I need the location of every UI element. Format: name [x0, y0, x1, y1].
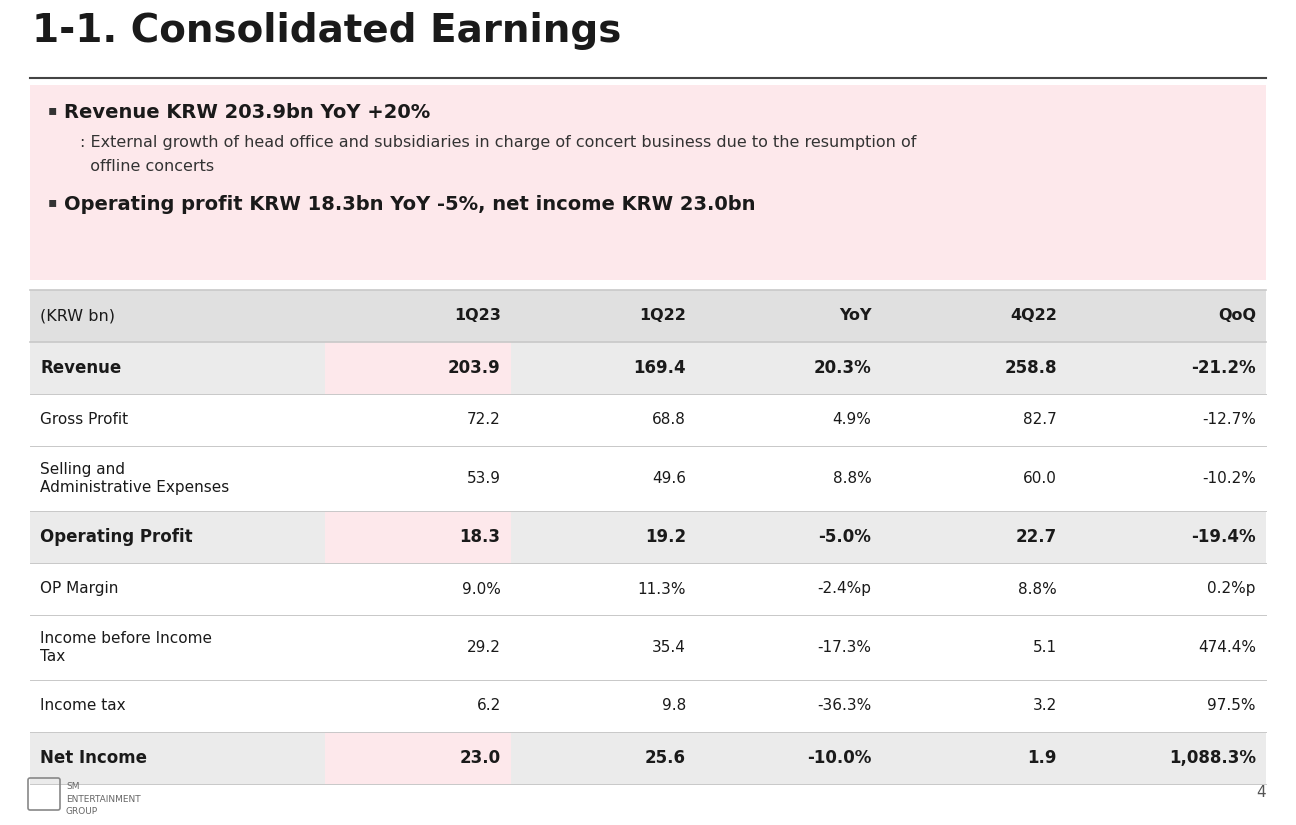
Text: 1Q23: 1Q23 — [454, 309, 500, 323]
Text: 1Q22: 1Q22 — [639, 309, 686, 323]
Text: QoQ: QoQ — [1218, 309, 1256, 323]
Text: 23.0: 23.0 — [460, 749, 500, 767]
Text: 0.2%p: 0.2%p — [1208, 582, 1256, 596]
Text: 29.2: 29.2 — [467, 640, 500, 655]
Bar — [325, 511, 511, 563]
Text: -21.2%: -21.2% — [1191, 359, 1256, 377]
Text: (KRW bn): (KRW bn) — [40, 309, 115, 323]
Bar — [30, 85, 1266, 280]
Text: 25.6: 25.6 — [645, 749, 686, 767]
Text: 474.4%: 474.4% — [1198, 640, 1256, 655]
Text: Selling and
Administrative Expenses: Selling and Administrative Expenses — [40, 462, 229, 495]
Text: 4: 4 — [1256, 785, 1266, 800]
Text: 60.0: 60.0 — [1023, 471, 1056, 486]
Text: -17.3%: -17.3% — [818, 640, 871, 655]
Text: -5.0%: -5.0% — [819, 528, 871, 546]
Text: Operating profit KRW 18.3bn YoY -5%, net income KRW 23.0bn: Operating profit KRW 18.3bn YoY -5%, net… — [64, 195, 756, 214]
Text: ▪: ▪ — [48, 195, 57, 209]
Text: 82.7: 82.7 — [1023, 412, 1056, 427]
Text: Operating Profit: Operating Profit — [40, 528, 193, 546]
Text: -10.0%: -10.0% — [807, 749, 871, 767]
Text: SM
ENTERTAINMENT
GROUP: SM ENTERTAINMENT GROUP — [66, 782, 141, 816]
Text: Income tax: Income tax — [40, 699, 126, 714]
Text: : External growth of head office and subsidiaries in charge of concert business : : External growth of head office and sub… — [80, 135, 916, 150]
Text: 4.9%: 4.9% — [832, 412, 871, 427]
Text: -19.4%: -19.4% — [1191, 528, 1256, 546]
Bar — [30, 342, 1266, 394]
Text: 169.4: 169.4 — [634, 359, 686, 377]
Text: 6.2: 6.2 — [477, 699, 500, 714]
Bar — [30, 511, 1266, 563]
Text: 1.9: 1.9 — [1028, 749, 1056, 767]
Text: 1-1. Consolidated Earnings: 1-1. Consolidated Earnings — [32, 12, 621, 50]
Text: -2.4%p: -2.4%p — [818, 582, 871, 596]
Text: 53.9: 53.9 — [467, 471, 500, 486]
Text: offline concerts: offline concerts — [80, 159, 214, 174]
Text: 68.8: 68.8 — [652, 412, 686, 427]
Text: 9.0%: 9.0% — [461, 582, 500, 596]
Text: 4Q22: 4Q22 — [1010, 309, 1056, 323]
Bar — [30, 732, 1266, 784]
Text: Revenue: Revenue — [40, 359, 122, 377]
Text: 8.8%: 8.8% — [1019, 582, 1056, 596]
Bar — [325, 342, 511, 394]
Bar — [30, 290, 1266, 342]
Text: 3.2: 3.2 — [1033, 699, 1056, 714]
Text: 97.5%: 97.5% — [1208, 699, 1256, 714]
Text: 20.3%: 20.3% — [814, 359, 871, 377]
Text: 9.8: 9.8 — [662, 699, 686, 714]
Text: YoY: YoY — [839, 309, 871, 323]
Text: ▪: ▪ — [48, 103, 57, 117]
Text: Revenue KRW 203.9bn YoY +20%: Revenue KRW 203.9bn YoY +20% — [64, 103, 430, 122]
Text: -12.7%: -12.7% — [1203, 412, 1256, 427]
Text: Gross Profit: Gross Profit — [40, 412, 128, 427]
Text: 203.9: 203.9 — [448, 359, 500, 377]
Bar — [30, 446, 1266, 511]
Text: OP Margin: OP Margin — [40, 582, 118, 596]
Bar — [30, 680, 1266, 732]
Text: 35.4: 35.4 — [652, 640, 686, 655]
Text: Income before Income
Tax: Income before Income Tax — [40, 631, 213, 664]
Text: 22.7: 22.7 — [1016, 528, 1056, 546]
Text: 5.1: 5.1 — [1033, 640, 1056, 655]
Text: 72.2: 72.2 — [467, 412, 500, 427]
Bar — [30, 563, 1266, 615]
Text: -10.2%: -10.2% — [1203, 471, 1256, 486]
Bar — [325, 732, 511, 784]
Text: 11.3%: 11.3% — [638, 582, 686, 596]
Text: 8.8%: 8.8% — [833, 471, 871, 486]
Text: 18.3: 18.3 — [460, 528, 500, 546]
Text: -36.3%: -36.3% — [818, 699, 871, 714]
Text: 1,088.3%: 1,088.3% — [1169, 749, 1256, 767]
Text: Net Income: Net Income — [40, 749, 146, 767]
Bar — [30, 615, 1266, 680]
Text: 49.6: 49.6 — [652, 471, 686, 486]
Text: 19.2: 19.2 — [645, 528, 686, 546]
Bar — [30, 394, 1266, 446]
Text: 258.8: 258.8 — [1004, 359, 1056, 377]
